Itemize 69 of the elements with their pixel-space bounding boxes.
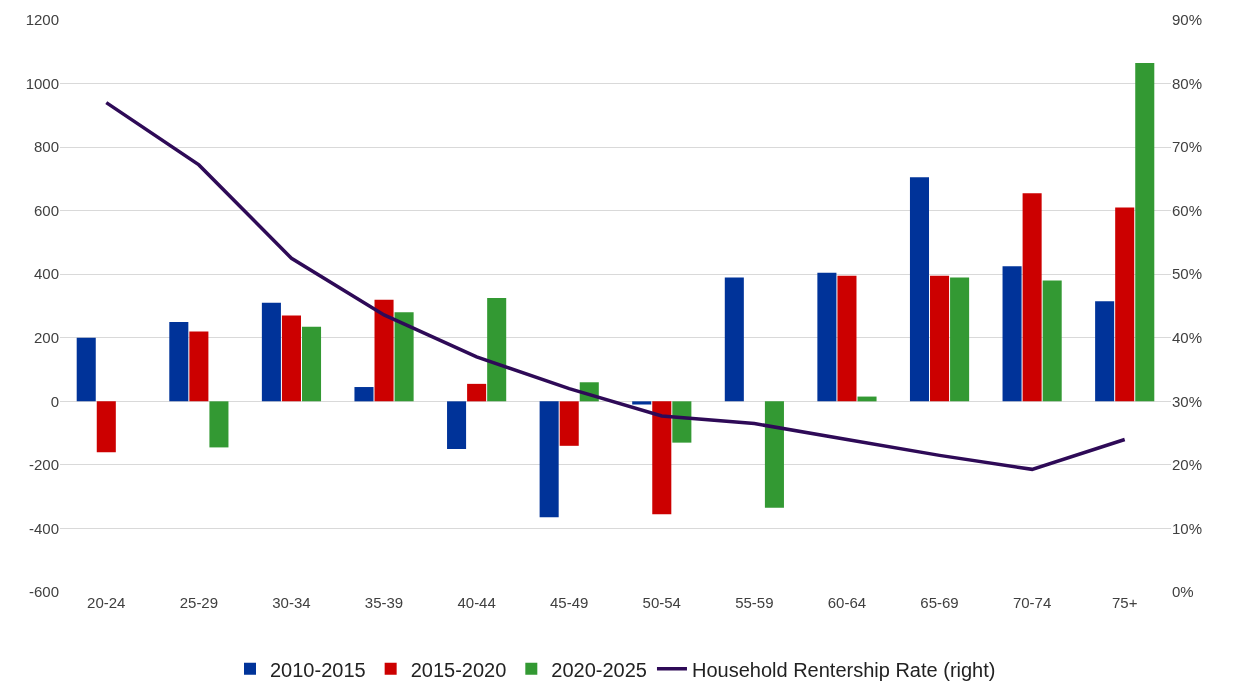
y2-tick-label: 40% — [1172, 329, 1203, 347]
legend-label: 2015-2020 — [410, 658, 507, 681]
y2-tick-label: 10% — [1172, 519, 1203, 537]
x-tick-label: 25-29 — [179, 594, 219, 611]
bar — [281, 315, 301, 402]
bar — [1002, 266, 1022, 402]
x-tick-label: 30-34 — [272, 594, 311, 611]
bar — [632, 401, 652, 405]
bar — [950, 277, 970, 402]
y-tick-label: 600 — [33, 201, 59, 219]
y-tick-label: -200 — [28, 456, 59, 474]
y-tick-label: 0 — [50, 392, 59, 410]
bar — [764, 401, 784, 508]
y-tick-label: 1000 — [25, 74, 59, 92]
y2-tick-label: 30% — [1172, 392, 1203, 410]
bar — [1095, 301, 1115, 402]
bar — [1115, 207, 1135, 402]
bar — [354, 387, 374, 402]
y-tick-label: 400 — [33, 265, 59, 283]
bar — [1135, 62, 1155, 402]
bar — [652, 401, 672, 515]
bar — [169, 321, 189, 402]
bar — [1042, 280, 1062, 402]
legend-label: Household Rentership Rate (right) — [691, 658, 996, 681]
legend-label: 2010-2015 — [270, 658, 366, 681]
bar — [301, 326, 322, 402]
bar — [559, 401, 579, 446]
bar — [374, 299, 394, 402]
bar — [76, 337, 96, 402]
y-tick-label: -400 — [28, 519, 59, 537]
bar — [724, 277, 744, 402]
y-tick-label: -600 — [28, 583, 59, 601]
x-tick-label: 20-24 — [87, 594, 126, 611]
x-tick-label: 35-39 — [364, 594, 404, 611]
y2-tick-label: 90% — [1172, 11, 1203, 29]
x-tick-label: 65-69 — [920, 594, 959, 611]
x-tick-label: 40-44 — [457, 594, 496, 611]
bar — [394, 312, 414, 402]
bar — [447, 401, 467, 449]
y2-tick-label: 80% — [1172, 74, 1203, 92]
bar — [209, 401, 229, 448]
bar — [96, 401, 116, 453]
x-tick-label: 60-64 — [827, 594, 867, 611]
bar — [261, 302, 281, 402]
x-tick-label: 45-49 — [550, 594, 589, 611]
bar — [817, 272, 837, 402]
y2-tick-label: 20% — [1172, 456, 1203, 474]
legend-label: 2020-2025 — [551, 658, 647, 681]
bar — [467, 383, 487, 402]
y-tick-label: 200 — [33, 329, 59, 347]
y2-tick-label: 60% — [1172, 201, 1203, 219]
x-tick-label: 75+ — [1111, 594, 1138, 611]
y-tick-label: 800 — [33, 138, 59, 156]
y2-tick-label: 0% — [1172, 583, 1194, 601]
x-tick-label: 55-59 — [735, 594, 774, 611]
bar — [837, 275, 857, 402]
x-tick-label: 50-54 — [642, 594, 681, 611]
bar — [909, 177, 930, 402]
bar — [672, 401, 692, 443]
x-tick-label: 70-74 — [1012, 594, 1052, 611]
line-series — [104, 100, 1127, 472]
y2-tick-label: 70% — [1172, 138, 1203, 156]
bar — [1022, 193, 1042, 402]
bar — [539, 401, 559, 518]
y-tick-label: 1200 — [25, 11, 59, 29]
bar — [930, 275, 950, 402]
y2-tick-label: 50% — [1172, 265, 1203, 283]
bar — [189, 331, 209, 402]
bar — [487, 298, 507, 402]
